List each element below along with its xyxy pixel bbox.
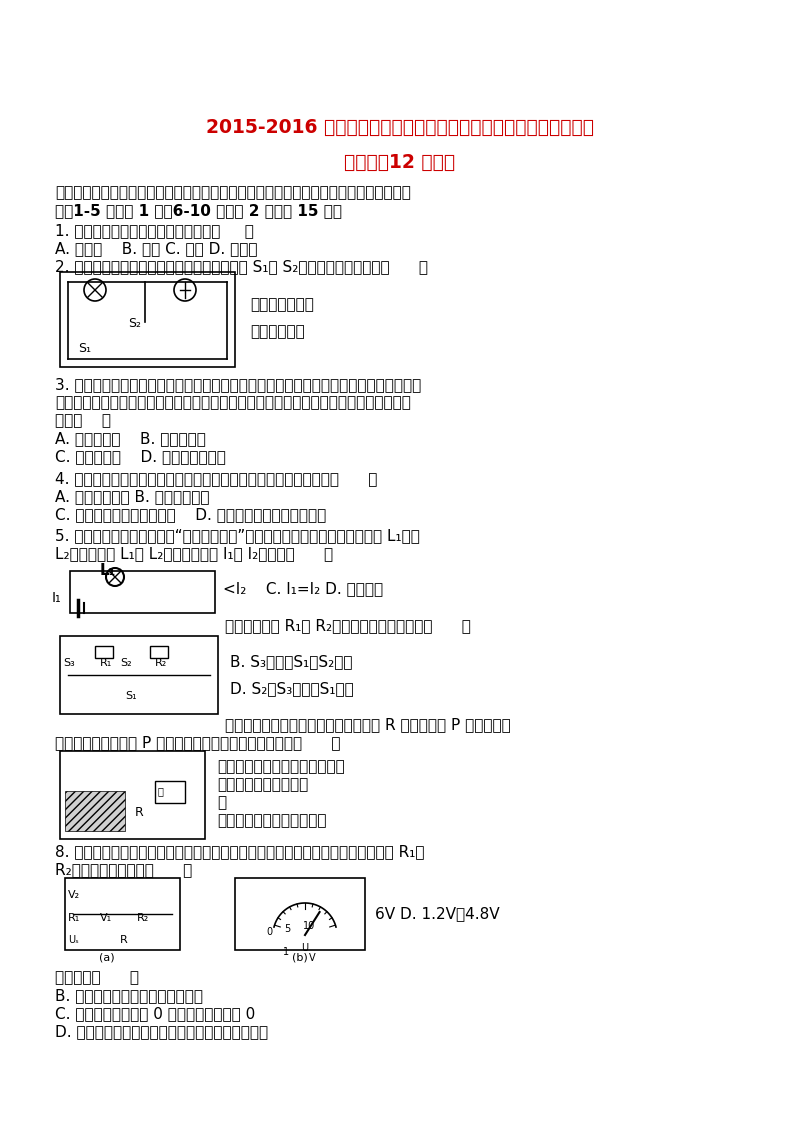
Text: A. 电风扇    B. 开关 C. 空调 D. 电视机: A. 电风扇 B. 开关 C. 空调 D. 电视机 bbox=[55, 241, 258, 256]
Text: 5. 如图所示，一位同学在做“组成串联电路”的实验中，正确接线后，观察到灯 L₁比灯: 5. 如图所示，一位同学在做“组成串联电路”的实验中，正确接线后，观察到灯 L₁… bbox=[55, 528, 420, 543]
Text: 测: 测 bbox=[158, 786, 164, 796]
Text: S₂: S₂ bbox=[120, 658, 132, 668]
Bar bbox=[155, 781, 185, 803]
Text: L₂亮，若通过 L₁和 L₂的电流分别为 I₁和 I₂，则：（      ）: L₂亮，若通过 L₁和 L₂的电流分别为 I₁和 I₂，则：（ ） bbox=[55, 546, 333, 561]
Text: 2. 一种声光报警器的电路如图所示。闭合开关 S₁和 S₂后，会出现的现象是（      ）: 2. 一种声光报警器的电路如图所示。闭合开关 S₁和 S₂后，会出现的现象是（ … bbox=[55, 259, 428, 274]
Text: 动变阔器。金属滑片 P 是杠杆的一端。下列说法正确的是（      ）: 动变阔器。金属滑片 P 是杠杆的一端。下列说法正确的是（ ） bbox=[55, 735, 341, 751]
Text: R₂: R₂ bbox=[137, 914, 150, 923]
Text: D. 导体的电阔跨它两端的电压和通过它的电流无关: D. 导体的电阔跨它两端的电压和通过它的电流无关 bbox=[55, 1024, 268, 1039]
Bar bbox=[70, 571, 215, 614]
Text: 油笱内油面高度的装置。弯月形的电阔 R 与金属滑片 P 构成一个滑: 油笱内油面高度的装置。弯月形的电阔 R 与金属滑片 P 构成一个滑 bbox=[225, 717, 510, 732]
Text: 均: 均 bbox=[217, 795, 226, 811]
Bar bbox=[65, 791, 125, 831]
Text: 中，要使电阔 R₁和 R₂组成并联电路，则应将（      ）: 中，要使电阔 R₁和 R₂组成并联电路，则应将（ ） bbox=[225, 618, 471, 633]
Bar bbox=[60, 751, 205, 839]
Text: I₁: I₁ bbox=[52, 591, 62, 604]
Text: 方式（    ）: 方式（ ） bbox=[55, 413, 111, 428]
Text: A. 一定是串联    B. 一定是并联: A. 一定是串联 B. 一定是并联 bbox=[55, 431, 206, 446]
Text: V₂: V₂ bbox=[68, 890, 80, 900]
Text: 8. 正如图所示小电路中，闭合开关后，两个电压表指针偏转均为如图所示，则电阔 R₁和: 8. 正如图所示小电路中，闭合开关后，两个电压表指针偏转均为如图所示，则电阔 R… bbox=[55, 844, 425, 859]
Text: V₁: V₁ bbox=[100, 914, 112, 923]
Text: 2015-2016 学年江苏省宿迁市沐阳县修远中学九年级（上）月考物: 2015-2016 学年江苏省宿迁市沐阳县修远中学九年级（上）月考物 bbox=[206, 118, 594, 137]
Bar bbox=[60, 636, 218, 714]
Text: 接入电路中的电阔减小: 接入电路中的电阔减小 bbox=[217, 777, 308, 792]
Text: 正确的是（      ）: 正确的是（ ） bbox=[55, 970, 139, 985]
Text: V: V bbox=[309, 953, 316, 963]
Text: 量表指示油面的高度值越大: 量表指示油面的高度值越大 bbox=[217, 813, 326, 827]
Bar bbox=[65, 878, 180, 950]
Text: B. S₃闭合，S₁、S₂断开: B. S₃闭合，S₁、S₂断开 bbox=[230, 654, 353, 669]
Text: 电吹风里面的电热丝和电风扇同时工作．由此可知，吹风机里面的电热丝和电风扇的连接: 电吹风里面的电热丝和电风扇同时工作．由此可知，吹风机里面的电热丝和电风扇的连接 bbox=[55, 395, 411, 410]
Bar bbox=[150, 646, 168, 658]
Text: 10: 10 bbox=[303, 921, 315, 931]
Text: Uₛ: Uₛ bbox=[68, 935, 78, 945]
Bar bbox=[235, 878, 365, 950]
Text: 4. 当温度一定时，比较两根铝线的电阔的大小，下列说法正确的是（      ）: 4. 当温度一定时，比较两根铝线的电阔的大小，下列说法正确的是（ ） bbox=[55, 471, 378, 486]
Text: 灯不亮，鱾不响: 灯不亮，鱾不响 bbox=[250, 297, 314, 312]
Text: C. 长度相同，粗导线电阔大    D. 粗细相同，长导线的电阔大: C. 长度相同，粗导线电阔大 D. 粗细相同，长导线的电阔大 bbox=[55, 507, 326, 522]
Text: R: R bbox=[120, 935, 128, 945]
Text: 1. 以下各元件中，不属于用电器的是（     ）: 1. 以下各元件中，不属于用电器的是（ ） bbox=[55, 223, 254, 238]
Text: D. S₂、S₃闭合，S₁断开: D. S₂、S₃闭合，S₁断开 bbox=[230, 681, 354, 696]
Text: U: U bbox=[301, 943, 308, 953]
Text: 理试卷（12 月份）: 理试卷（12 月份） bbox=[345, 153, 455, 172]
Text: B. 导体的电压跨过它的电流成反比: B. 导体的电压跨过它的电流成反比 bbox=[55, 988, 203, 1003]
Text: 0: 0 bbox=[266, 927, 273, 937]
Text: R₂: R₂ bbox=[155, 658, 167, 668]
Text: C. 当导体两端电压为 0 时，导体的电阔为 0: C. 当导体两端电压为 0 时，导体的电阔为 0 bbox=[55, 1006, 255, 1021]
Text: C. 可能是串联    D. 以上说法都不对: C. 可能是串联 D. 以上说法都不对 bbox=[55, 449, 226, 464]
Bar bbox=[95, 646, 113, 658]
Text: S₂: S₂ bbox=[128, 317, 141, 331]
Text: A. 长导线电阔大 B. 细导线电阔大: A. 长导线电阔大 B. 细导线电阔大 bbox=[55, 489, 210, 504]
Text: R₁: R₁ bbox=[68, 914, 80, 923]
Text: L₁: L₁ bbox=[100, 563, 116, 578]
Text: <I₂    C. I₁=I₂ D. 无法确定: <I₂ C. I₁=I₂ D. 无法确定 bbox=[223, 581, 383, 597]
Text: 中，1-5 题每题 1 分，6-10 题每题 2 分，共 15 分）: 中，1-5 题每题 1 分，6-10 题每题 2 分，共 15 分） bbox=[55, 203, 342, 218]
Text: 6V D. 1.2V，4.8V: 6V D. 1.2V，4.8V bbox=[375, 906, 500, 921]
Text: (b): (b) bbox=[292, 953, 308, 963]
Text: S₁: S₁ bbox=[78, 342, 91, 355]
Text: S₃: S₃ bbox=[63, 658, 74, 668]
Text: (a): (a) bbox=[99, 953, 115, 963]
Text: S₁: S₁ bbox=[125, 691, 137, 701]
Text: 3. 电吹风可以吹冷风也可以吹热风，当吹冷风时只有里面的电风扇在工作，在吹热风时，: 3. 电吹风可以吹冷风也可以吹热风，当吹冷风时只有里面的电风扇在工作，在吹热风时… bbox=[55, 377, 422, 392]
Text: R₂两端的电压分别为（      ）: R₂两端的电压分别为（ ） bbox=[55, 861, 192, 877]
Text: 5: 5 bbox=[284, 924, 290, 934]
Bar bbox=[60, 272, 235, 367]
Text: R: R bbox=[135, 806, 144, 818]
Text: 一、选择题（以下各题只有一个答案符合题意，请将正确答案的序号填写在答题卡的表格: 一、选择题（以下各题只有一个答案符合题意，请将正确答案的序号填写在答题卡的表格 bbox=[55, 185, 411, 200]
Text: R₁: R₁ bbox=[100, 658, 112, 668]
Text: 灯不亮，鱾响: 灯不亮，鱾响 bbox=[250, 324, 305, 338]
Text: 电流表改装，也可用电压表改装: 电流表改装，也可用电压表改装 bbox=[217, 758, 345, 774]
Text: 1: 1 bbox=[282, 947, 289, 957]
